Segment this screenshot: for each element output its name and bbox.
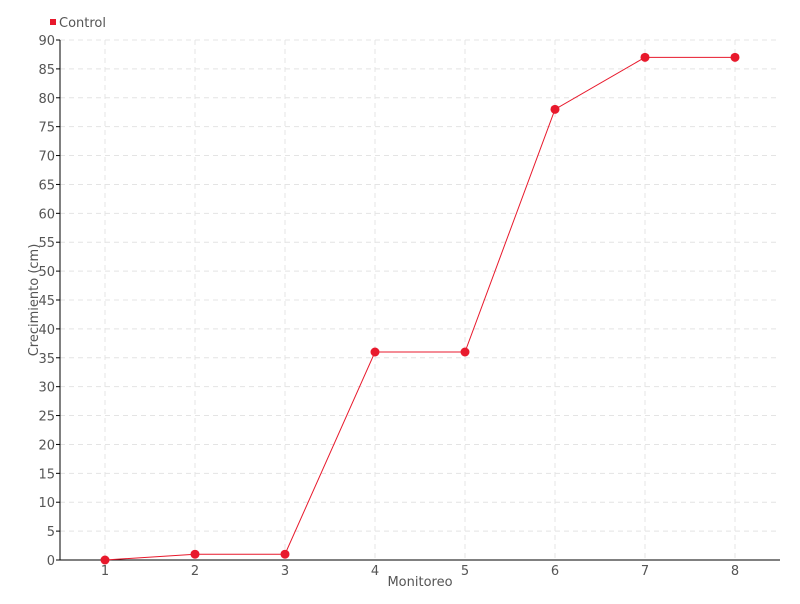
data-point (550, 104, 560, 114)
x-axis-label: Monitoreo (387, 575, 452, 590)
grid (60, 39, 780, 560)
y-tick-label: 65 (38, 178, 55, 193)
y-axis-label: Crecimiento (cm) (27, 244, 42, 357)
y-tick-label: 30 (38, 381, 55, 396)
series (100, 52, 740, 565)
legend-swatch-control (50, 19, 56, 25)
x-tick-label: 5 (461, 564, 469, 579)
x-tick-label: 3 (281, 564, 289, 579)
y-tick-label: 20 (38, 438, 55, 453)
series-line (104, 56, 735, 561)
data-point (460, 347, 470, 357)
legend-label-control: Control (59, 16, 106, 31)
y-tick-label: 45 (38, 294, 55, 309)
x-tick-label: 6 (551, 564, 559, 579)
y-tick-label: 10 (38, 496, 55, 511)
data-point (640, 52, 650, 62)
x-tick-label: 8 (731, 564, 739, 579)
legend: Control (50, 16, 106, 31)
data-point (190, 549, 200, 559)
y-tick-label: 40 (38, 323, 55, 338)
y-tick-label: 25 (38, 410, 55, 425)
x-tick-label: 4 (371, 564, 379, 579)
y-tick-label: 80 (38, 92, 55, 107)
data-point (100, 555, 110, 565)
y-tick-label: 85 (38, 63, 55, 78)
y-tick-label: 55 (38, 236, 55, 251)
y-tick-label: 70 (38, 150, 55, 165)
data-point (370, 347, 380, 357)
y-tick-label: 15 (38, 467, 55, 482)
y-tick-label: 50 (38, 265, 55, 280)
x-tick-label: 2 (191, 564, 199, 579)
x-tick-label: 1 (101, 564, 109, 579)
y-tick-label: 90 (38, 34, 55, 49)
data-point (280, 549, 290, 559)
axes (56, 39, 780, 561)
y-tick-label: 75 (38, 121, 55, 136)
data-point (730, 52, 740, 62)
x-tick-label: 7 (641, 564, 649, 579)
y-tick-label: 35 (38, 352, 55, 367)
y-tick-label: 5 (47, 525, 55, 540)
y-tick-label: 0 (47, 554, 55, 569)
y-tick-label: 60 (38, 207, 55, 222)
